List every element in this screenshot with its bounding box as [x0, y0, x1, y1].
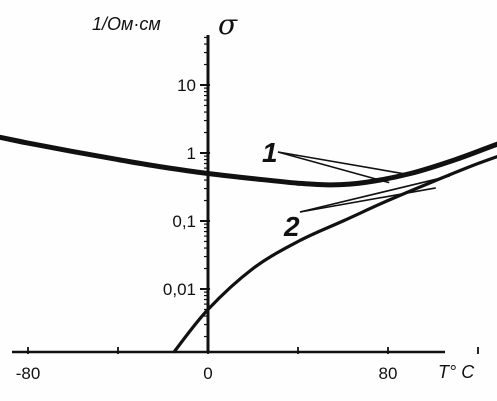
series-1-line [0, 134, 497, 188]
label-layer: 1/Ом·см σ T° C [92, 8, 475, 382]
series-1-label: 1 [262, 137, 278, 168]
y-tick-label: 10 [177, 76, 196, 95]
y-axis-symbol-label: σ [218, 8, 238, 41]
x-tick-label: -80 [16, 364, 41, 383]
x-tick-label: 80 [379, 364, 398, 383]
series-2-leader-line [299, 187, 436, 213]
y-tick-label: 1 [187, 144, 196, 163]
x-axis-label: T° C [438, 362, 475, 382]
y-axis-units-label: 1/Ом·см [92, 14, 161, 34]
series-1-leader-line [277, 151, 410, 176]
y-tick-label: 0,01 [163, 280, 196, 299]
series-2-label: 2 [283, 211, 300, 242]
series-layer: 12 [0, 134, 497, 354]
series-2-leader-line [299, 175, 450, 213]
x-tick-label: 0 [203, 364, 212, 383]
y-tick-label: 0,1 [172, 212, 196, 231]
series-1-leader-line [277, 151, 390, 184]
series-2-line [172, 154, 497, 354]
